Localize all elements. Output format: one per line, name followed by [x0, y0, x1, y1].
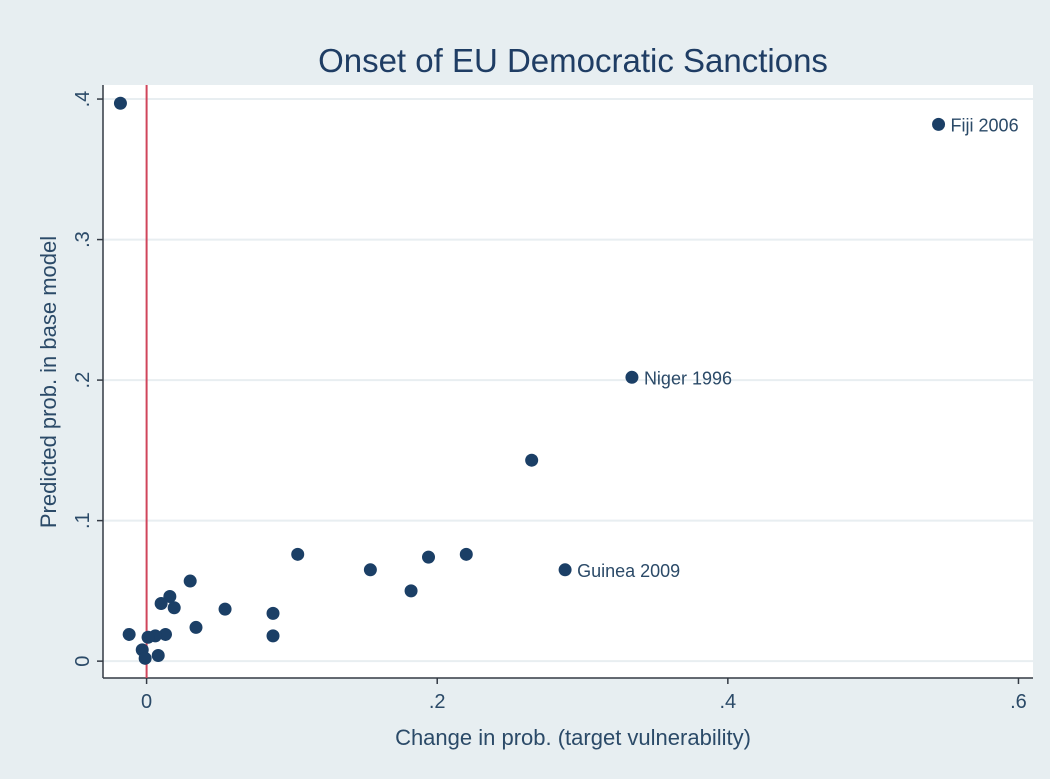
axes: 0 .1 .2 .3 .4 0 .2 .4 .6	[72, 85, 1033, 713]
plot-background	[103, 85, 1033, 678]
data-point	[422, 550, 435, 564]
point-labels: Fiji 2006 Niger 1996 Guinea 2009	[577, 115, 1019, 580]
point-label: Niger 1996	[644, 368, 732, 388]
data-point	[113, 96, 127, 110]
chart-title: Onset of EU Democratic Sanctions	[318, 42, 828, 79]
data-point	[122, 627, 136, 641]
y-tick-label: .2	[72, 372, 94, 389]
y-axis-label: Predicted prob. in base model	[36, 236, 61, 528]
y-tick-label: .1	[72, 512, 94, 529]
data-point	[363, 563, 377, 577]
data-point	[183, 574, 197, 588]
data-point	[932, 117, 946, 131]
data-point	[218, 602, 232, 616]
point-label: Fiji 2006	[951, 115, 1019, 135]
y-tick-label: .3	[72, 231, 94, 248]
data-point	[558, 563, 572, 577]
data-point	[151, 649, 165, 663]
point-label: Guinea 2009	[577, 561, 680, 581]
data-point	[266, 606, 280, 620]
x-axis-label: Change in prob. (target vulnerability)	[395, 725, 751, 750]
y-tick-label: .4	[72, 91, 94, 108]
data-point	[138, 651, 152, 665]
x-tick-label: 0	[141, 691, 152, 713]
data-point	[291, 547, 305, 561]
data-point	[266, 629, 280, 643]
data-point	[189, 620, 203, 634]
data-point	[625, 370, 639, 384]
x-tick-label: .6	[1010, 691, 1027, 713]
data-point	[525, 453, 539, 467]
data-point	[158, 627, 172, 641]
data-points	[113, 96, 946, 665]
data-point	[141, 630, 155, 644]
grid-lines	[103, 98, 1033, 663]
y-tick-label: 0	[72, 656, 94, 667]
data-point	[167, 601, 181, 615]
data-point	[154, 597, 168, 611]
x-tick-label: .2	[429, 691, 446, 713]
data-point	[459, 547, 473, 561]
x-tick-label: .4	[720, 691, 737, 713]
data-point	[163, 589, 177, 603]
data-point	[404, 584, 418, 598]
